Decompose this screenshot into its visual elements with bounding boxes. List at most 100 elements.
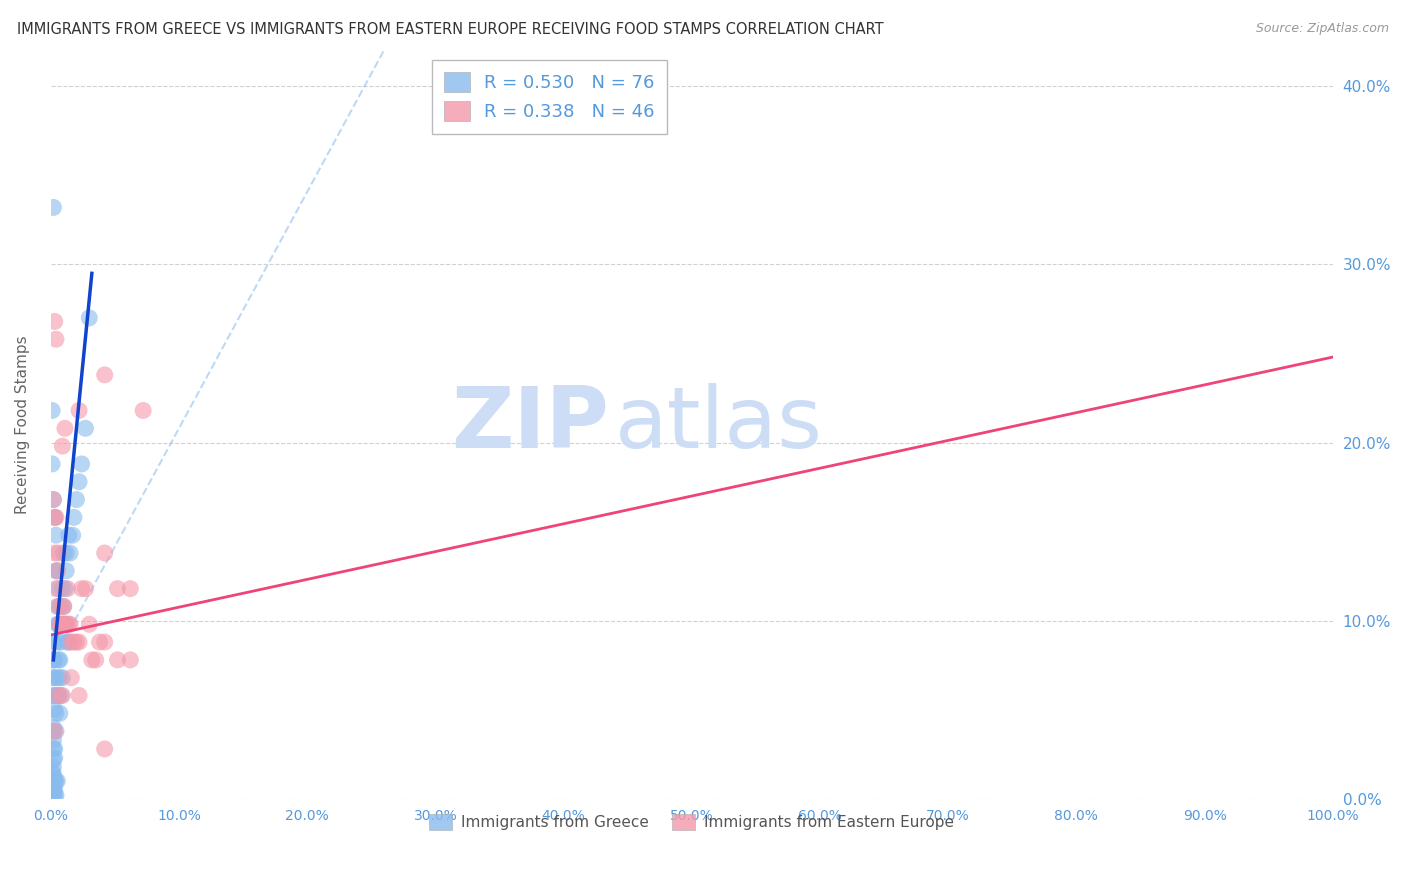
Point — [67, 635, 90, 649]
Point — [60, 635, 83, 649]
Point — [42, 789, 65, 803]
Point — [46, 564, 69, 578]
Point — [41, 457, 63, 471]
Point — [120, 653, 142, 667]
Point — [42, 783, 65, 797]
Text: Source: ZipAtlas.com: Source: ZipAtlas.com — [1256, 22, 1389, 36]
Point — [46, 564, 69, 578]
Point — [49, 599, 72, 614]
Point — [42, 492, 65, 507]
Point — [44, 671, 66, 685]
Point — [62, 528, 84, 542]
Y-axis label: Receiving Food Stamps: Receiving Food Stamps — [15, 335, 30, 514]
Point — [42, 774, 65, 789]
Point — [52, 599, 75, 614]
Point — [51, 617, 73, 632]
Point — [93, 635, 115, 649]
Point — [42, 742, 65, 756]
Point — [44, 789, 66, 803]
Point — [45, 528, 67, 542]
Point — [65, 635, 87, 649]
Point — [42, 767, 65, 781]
Point — [55, 546, 77, 560]
Point — [67, 689, 90, 703]
Point — [53, 582, 76, 596]
Point — [49, 706, 72, 721]
Point — [44, 510, 66, 524]
Point — [56, 582, 79, 596]
Point — [42, 201, 65, 215]
Point — [49, 617, 72, 632]
Point — [42, 653, 65, 667]
Point — [49, 617, 72, 632]
Point — [42, 760, 65, 774]
Point — [46, 635, 69, 649]
Point — [58, 528, 80, 542]
Point — [45, 564, 67, 578]
Point — [107, 653, 129, 667]
Point — [41, 765, 63, 780]
Point — [70, 582, 93, 596]
Point — [45, 774, 67, 789]
Point — [67, 403, 90, 417]
Point — [89, 635, 111, 649]
Point — [45, 789, 67, 803]
Point — [53, 617, 76, 632]
Point — [52, 617, 75, 632]
Point — [48, 689, 70, 703]
Point — [107, 582, 129, 596]
Point — [120, 582, 142, 596]
Point — [49, 617, 72, 632]
Point — [45, 724, 67, 739]
Point — [132, 403, 155, 417]
Point — [46, 599, 69, 614]
Point — [53, 421, 76, 435]
Point — [55, 617, 77, 632]
Point — [44, 742, 66, 756]
Point — [48, 689, 70, 703]
Point — [42, 753, 65, 767]
Point — [63, 510, 86, 524]
Text: atlas: atlas — [614, 384, 823, 467]
Point — [46, 671, 69, 685]
Point — [45, 332, 67, 346]
Point — [49, 635, 72, 649]
Point — [44, 703, 66, 717]
Text: ZIP: ZIP — [451, 384, 609, 467]
Point — [79, 617, 101, 632]
Point — [51, 671, 73, 685]
Point — [49, 617, 72, 632]
Point — [93, 742, 115, 756]
Point — [52, 599, 75, 614]
Point — [93, 546, 115, 560]
Point — [59, 546, 82, 560]
Point — [42, 671, 65, 685]
Point — [46, 774, 69, 789]
Point — [84, 653, 107, 667]
Point — [48, 582, 70, 596]
Point — [67, 475, 90, 489]
Point — [46, 689, 69, 703]
Point — [44, 774, 66, 789]
Point — [42, 635, 65, 649]
Point — [42, 492, 65, 507]
Point — [51, 599, 73, 614]
Point — [44, 689, 66, 703]
Point — [44, 510, 66, 524]
Point — [55, 564, 77, 578]
Point — [65, 492, 87, 507]
Point — [52, 546, 75, 560]
Point — [48, 599, 70, 614]
Point — [70, 457, 93, 471]
Point — [53, 617, 76, 632]
Point — [45, 510, 67, 524]
Point — [49, 671, 72, 685]
Point — [44, 314, 66, 328]
Point — [42, 771, 65, 785]
Point — [44, 546, 66, 560]
Point — [44, 653, 66, 667]
Point — [63, 635, 86, 649]
Point — [45, 706, 67, 721]
Point — [51, 689, 73, 703]
Point — [75, 421, 97, 435]
